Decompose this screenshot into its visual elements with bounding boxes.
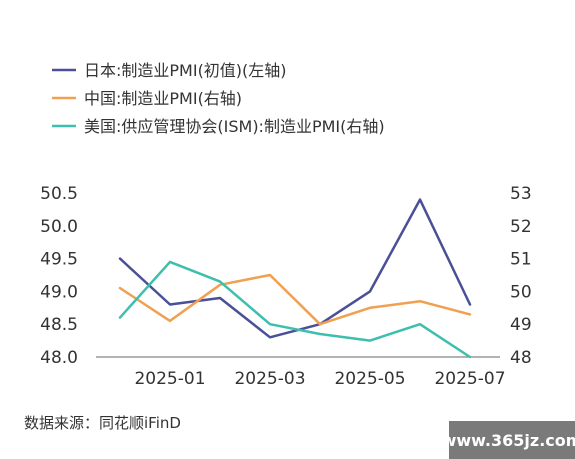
left-y-tick-label: 48.0 xyxy=(40,348,78,368)
series-line-3 xyxy=(118,260,472,359)
right-y-tick-label: 49 xyxy=(510,315,532,335)
left-y-tick-label: 49.5 xyxy=(40,250,78,270)
legend-label: 中国:制造业PMI(右轴) xyxy=(84,89,242,108)
watermark: www.365jz.com xyxy=(442,421,575,459)
x-tick-label: 2025-05 xyxy=(334,369,405,389)
right-y-axis: 48 49 50 51 52 53 xyxy=(510,184,532,368)
right-y-tick-label: 48 xyxy=(510,348,532,368)
legend: 日本:制造业PMI(初值)(左轴) 中国:制造业PMI(右轴) 美国:供应管理协会(… xyxy=(52,61,385,136)
series-line-1 xyxy=(118,198,472,339)
legend-label: 日本:制造业PMI(初值)(左轴) xyxy=(84,61,287,80)
x-tick-label: 2025-07 xyxy=(434,369,505,389)
x-axis: 2025-01 2025-03 2025-05 2025-07 xyxy=(134,369,505,389)
left-y-tick-label: 49.0 xyxy=(40,282,78,302)
right-y-tick-label: 53 xyxy=(510,184,532,204)
source-note: 数据来源：同花顺iFinD xyxy=(24,414,181,432)
left-y-tick-label: 48.5 xyxy=(40,315,78,335)
right-y-tick-label: 50 xyxy=(510,282,532,302)
left-y-axis: 48.0 48.5 49.0 49.5 50.0 50.5 xyxy=(40,184,78,368)
series-line-2 xyxy=(118,273,472,326)
series-lines xyxy=(118,198,472,359)
x-tick-label: 2025-03 xyxy=(234,369,305,389)
x-tick-label: 2025-01 xyxy=(134,369,205,389)
left-y-tick-label: 50.5 xyxy=(40,184,78,204)
right-y-tick-label: 52 xyxy=(510,217,532,237)
right-y-tick-label: 51 xyxy=(510,250,532,270)
left-y-tick-label: 50.0 xyxy=(40,217,78,237)
legend-label: 美国:供应管理协会(ISM):制造业PMI(右轴) xyxy=(84,117,385,136)
